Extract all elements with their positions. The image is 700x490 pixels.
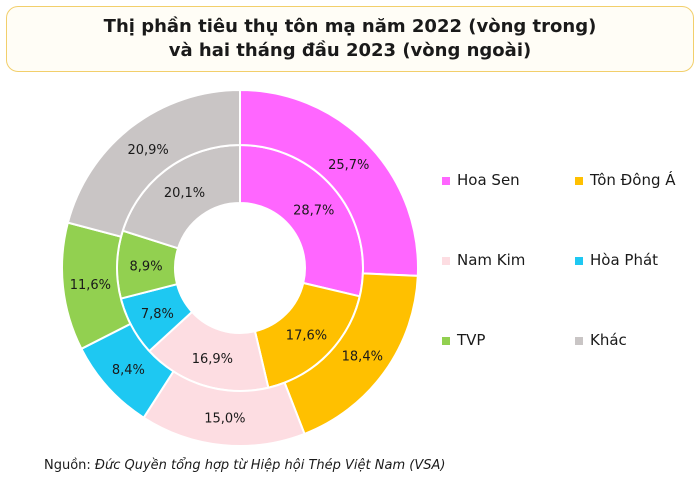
- data-label-outer-ton-dong-a: 18,4%: [342, 350, 383, 365]
- source-prefix: Nguồn:: [44, 458, 95, 473]
- slice-outer-khac: [66, 88, 241, 238]
- source-text: Đức Quyền tổng hợp từ Hiệp hội Thép Việt…: [94, 458, 446, 473]
- chart-title-line-1: Thị phần tiêu thụ tôn mạ năm 2022 (vòng …: [103, 16, 597, 37]
- legend-label-tvp: TVP: [456, 331, 485, 349]
- data-label-inner-tvp: 8,9%: [130, 259, 163, 274]
- data-label-outer-hoa-phat: 8,4%: [112, 363, 145, 378]
- data-label-inner-ton-dong-a: 17,6%: [286, 328, 327, 343]
- data-label-inner-hoa-phat: 7,8%: [141, 307, 174, 322]
- legend-swatch-tvp: [442, 337, 450, 345]
- data-label-outer-nam-kim: 15,0%: [204, 412, 245, 427]
- legend-label-khac: Khác: [590, 331, 627, 349]
- chart-title-box: Thị phần tiêu thụ tôn mạ năm 2022 (vòng …: [6, 6, 694, 72]
- data-label-outer-hoa-sen: 25,7%: [328, 158, 369, 173]
- data-label-inner-nam-kim: 16,9%: [192, 352, 233, 367]
- legend-swatch-ton-dong-a: [575, 177, 583, 185]
- chart-legend: Hoa Sen Tôn Đông Á Nam Kim Hòa Phát TVP Khác: [442, 170, 676, 349]
- chart-rings: 28,7% 17,6% 16,9% 7,8% 8,9% 20,1% 25,7% 18,4% 15…: [61, 88, 419, 447]
- legend-label-nam-kim: Nam Kim: [457, 251, 525, 269]
- legend-label-ton-dong-a: Tôn Đông Á: [589, 170, 676, 189]
- data-label-inner-hoa-sen: 28,7%: [293, 204, 334, 219]
- legend-label-hoa-sen: Hoa Sen: [457, 171, 520, 189]
- donut-chart: 28,7% 17,6% 16,9% 7,8% 8,9% 20,1% 25,7% 18,4% 15…: [61, 88, 676, 447]
- legend-swatch-nam-kim: [442, 257, 450, 265]
- legend-swatch-hoa-sen: [442, 177, 450, 185]
- data-label-inner-khac: 20,1%: [164, 186, 205, 201]
- data-label-outer-khac: 20,9%: [127, 143, 168, 158]
- legend-swatch-khac: [575, 337, 583, 345]
- source-note: Nguồn: Đức Quyền tổng hợp từ Hiệp hội Th…: [44, 458, 445, 473]
- legend-swatch-hoa-phat: [575, 257, 583, 265]
- chart-title-line-2: và hai tháng đầu 2023 (vòng ngoài): [168, 40, 532, 61]
- data-label-outer-tvp: 11,6%: [70, 278, 111, 293]
- legend-label-hoa-phat: Hòa Phát: [590, 251, 658, 269]
